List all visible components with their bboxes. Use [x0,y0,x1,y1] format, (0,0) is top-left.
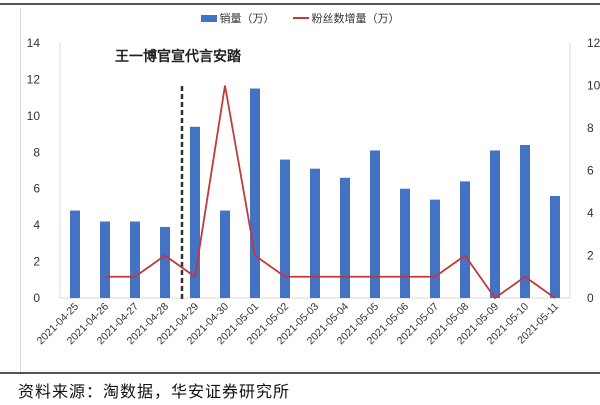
sales-bar [250,88,260,299]
legend-label-sales: 销量（万） [219,12,275,25]
fans-growth-line [105,85,556,300]
right-axis-tick: 6 [587,164,594,178]
chart-legend: 销量（万） 粉丝数增量（万） [0,10,600,26]
legend-label-fans: 粉丝数增量（万） [311,12,400,25]
sales-bar [130,221,140,298]
top-rule [0,3,600,5]
sales-bar [100,221,110,298]
source-note: 资料来源：淘数据，华安证券研究所 [18,382,291,401]
sales-bar [340,177,350,298]
combo-chart: 02468101214024681012王一博官宣代言安踏2021-04-252… [27,36,600,347]
left-axis-tick: 2 [33,255,40,269]
left-axis-tick: 10 [27,109,41,123]
sales-bar [460,181,470,298]
line-swatch-icon [292,17,309,19]
sales-bar [430,199,440,298]
sales-bar [280,159,290,298]
legend-item-sales: 销量（万） [200,10,275,26]
annotation-label: 王一博官宣代言安踏 [115,48,242,65]
right-axis-tick: 0 [587,291,594,305]
sales-bar [520,145,530,298]
right-axis-tick: 2 [587,249,594,263]
right-axis-tick: 4 [587,206,594,220]
bottom-rule [0,372,600,374]
sales-bar [220,210,230,298]
sales-bar [490,150,500,298]
sales-bar [550,196,560,298]
right-axis-tick: 12 [587,36,600,50]
legend-item-fans: 粉丝数增量（万） [292,10,400,26]
left-axis-tick: 0 [33,291,40,305]
left-axis-tick: 12 [27,72,41,86]
left-axis-tick: 8 [33,145,40,159]
sales-bar [190,126,200,299]
left-axis-tick: 6 [33,182,40,196]
left-axis-tick: 14 [27,36,41,50]
sales-bar [370,150,380,298]
sales-bar [160,226,170,298]
bar-swatch-icon [200,14,217,22]
right-axis-tick: 8 [587,121,594,135]
sales-bar [310,168,320,298]
right-axis-tick: 10 [587,79,600,93]
left-axis-tick: 4 [33,218,40,232]
sales-bar [70,210,80,298]
sales-bar [400,188,410,298]
